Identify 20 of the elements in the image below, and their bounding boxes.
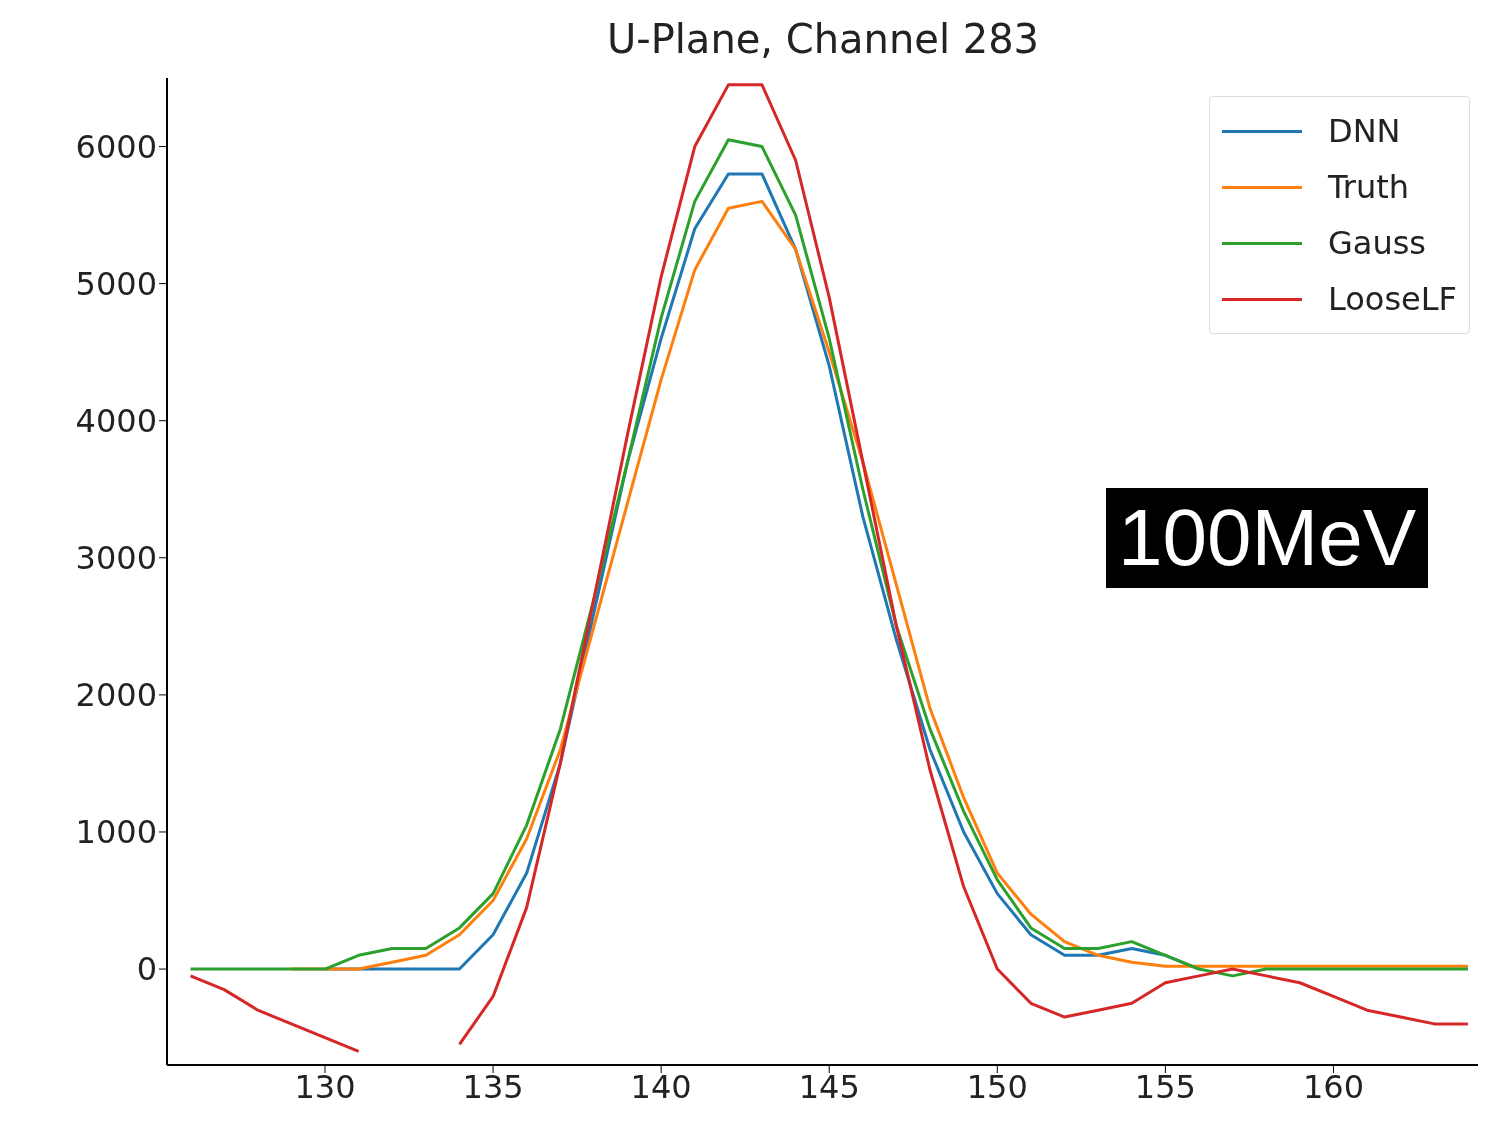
chart-title: U-Plane, Channel 283 xyxy=(605,16,1041,62)
y-tick-label: 5000 xyxy=(75,264,157,303)
y-tick-label: 4000 xyxy=(75,402,157,441)
x-tick-label: 155 xyxy=(1134,1067,1196,1106)
x-tick-label: 140 xyxy=(630,1067,692,1106)
y-tick-label: 1000 xyxy=(75,813,157,852)
legend-label: Gauss xyxy=(1327,224,1427,262)
y-tick-label: 2000 xyxy=(75,676,157,715)
y-tick-label: 3000 xyxy=(75,539,157,578)
y-tick-label: 0 xyxy=(136,950,157,989)
x-tick-label: 145 xyxy=(798,1067,860,1106)
legend-label: Truth xyxy=(1327,168,1410,206)
x-tick-label: 130 xyxy=(294,1067,356,1106)
x-tick-label: 160 xyxy=(1302,1067,1364,1106)
x-tick-label: 135 xyxy=(462,1067,524,1106)
legend-label: DNN xyxy=(1327,112,1401,150)
y-tick-label: 6000 xyxy=(75,127,157,166)
x-tick-label: 150 xyxy=(966,1067,1028,1106)
annotation: 100MeV xyxy=(1106,488,1428,588)
legend-label: LooseLF xyxy=(1327,280,1457,318)
